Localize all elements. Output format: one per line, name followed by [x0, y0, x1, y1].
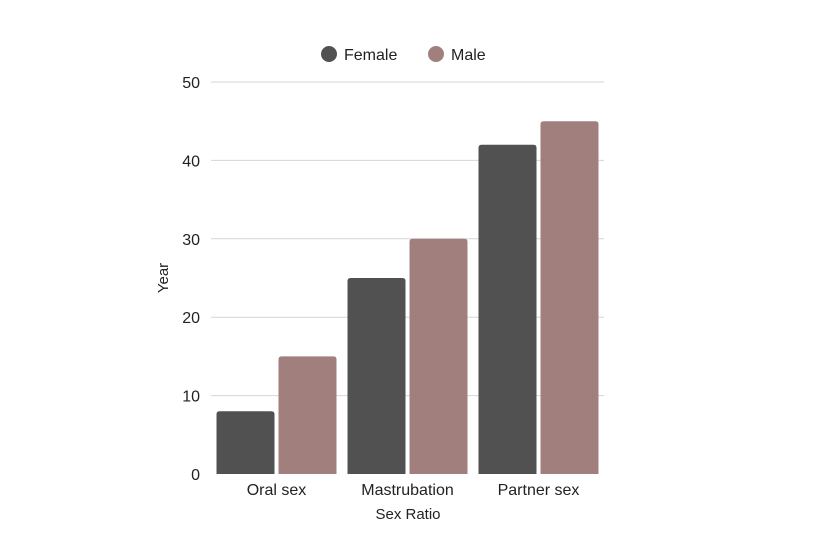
y-tick-label: 40	[182, 153, 200, 170]
y-tick-label: 20	[182, 310, 200, 327]
x-axis-ticks: Oral sex Mastrubation Partner sex	[247, 482, 580, 499]
legend-swatch-male	[428, 46, 444, 62]
x-tick-label: Oral sex	[247, 482, 307, 499]
y-tick-label: 30	[182, 232, 200, 249]
y-tick-label: 10	[182, 389, 200, 406]
legend-label-female: Female	[344, 47, 397, 64]
legend-label-male: Male	[451, 47, 486, 64]
y-axis-ticks: 0 10 20 30 40 50	[182, 75, 200, 484]
bar-female-mastrubation	[347, 278, 406, 474]
legend-swatch-female	[321, 46, 337, 62]
bar-male-partner-sex	[540, 121, 599, 474]
bars	[216, 121, 599, 474]
y-axis-title: Year	[155, 263, 172, 293]
bar-female-partner-sex	[478, 144, 537, 474]
gridlines	[211, 81, 604, 397]
x-tick-label: Mastrubation	[361, 482, 454, 499]
y-tick-label: 50	[182, 75, 200, 92]
bar-male-oral-sex	[278, 356, 337, 474]
y-tick-label: 0	[191, 467, 200, 484]
bar-male-mastrubation	[409, 238, 468, 474]
legend: Female Male	[321, 46, 486, 64]
bar-female-oral-sex	[216, 411, 275, 474]
x-tick-label: Partner sex	[498, 482, 580, 499]
x-axis-title: Sex Ratio	[375, 506, 440, 523]
